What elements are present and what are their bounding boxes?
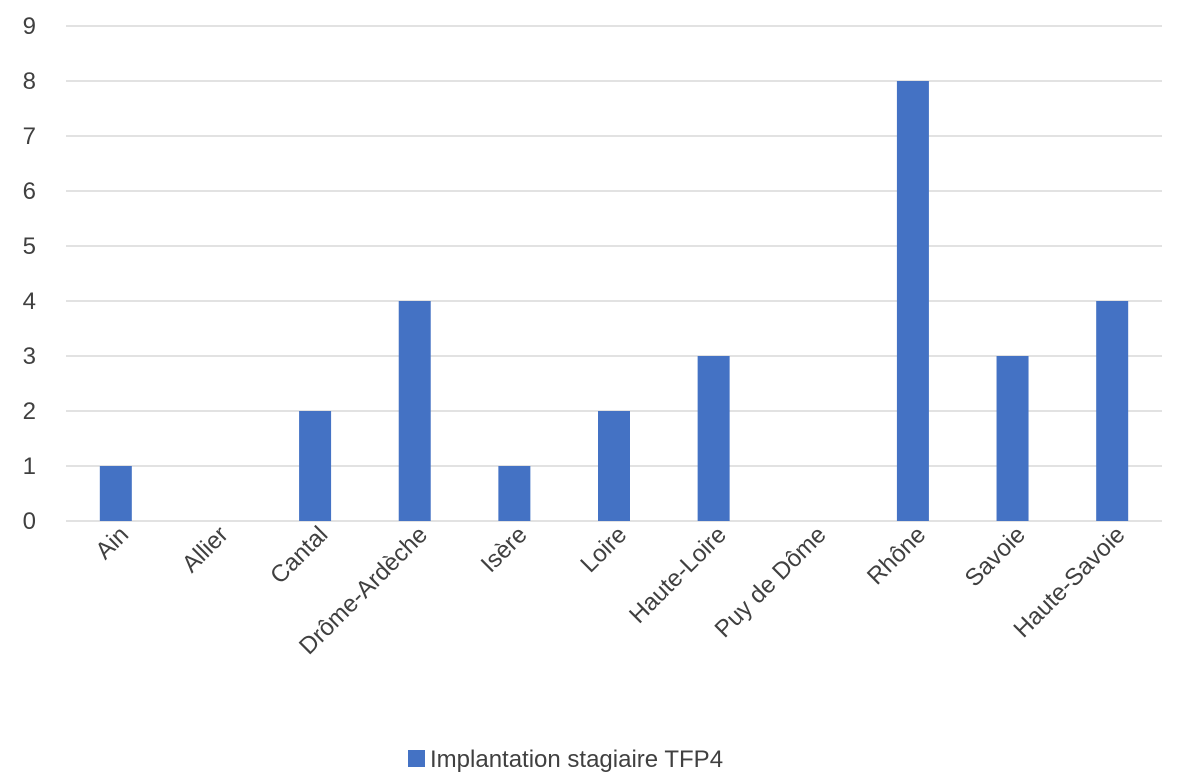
bar-2 (299, 411, 332, 521)
legend-swatch (408, 750, 425, 767)
x-category-label: Ain (90, 521, 134, 565)
bar-8 (896, 81, 929, 521)
gridlines (66, 25, 1162, 522)
x-category-label: Rhône (862, 521, 931, 590)
bars (99, 81, 1129, 521)
bar-0 (99, 466, 132, 521)
legend-label: Implantation stagiaire TFP4 (430, 746, 723, 773)
bar-9 (996, 356, 1029, 521)
x-category-label: Savoie (960, 521, 1031, 592)
y-axis-tick-labels: 0 1 2 3 4 5 6 7 8 9 (23, 13, 36, 535)
y-tick-label: 4 (23, 288, 36, 315)
y-tick-label: 5 (23, 233, 36, 260)
bar-10 (1096, 301, 1129, 521)
bar-6 (697, 356, 730, 521)
y-tick-label: 7 (23, 123, 36, 150)
x-category-label: Isère (476, 521, 533, 578)
y-tick-label: 1 (23, 453, 36, 480)
x-category-label: Haute-Loire (624, 521, 732, 629)
x-category-label: Allier (177, 521, 234, 578)
y-tick-label: 0 (23, 508, 36, 535)
y-tick-label: 8 (23, 68, 36, 95)
y-tick-label: 3 (23, 343, 36, 370)
x-category-label: Loire (575, 521, 632, 578)
bar-4 (498, 466, 531, 521)
x-category-label: Cantal (265, 521, 333, 589)
y-tick-label: 2 (23, 398, 36, 425)
legend: Implantation stagiaire TFP4 (408, 746, 723, 773)
bar-3 (398, 301, 431, 521)
y-tick-label: 9 (23, 13, 36, 40)
bar-5 (598, 411, 630, 521)
y-tick-label: 6 (23, 178, 36, 205)
